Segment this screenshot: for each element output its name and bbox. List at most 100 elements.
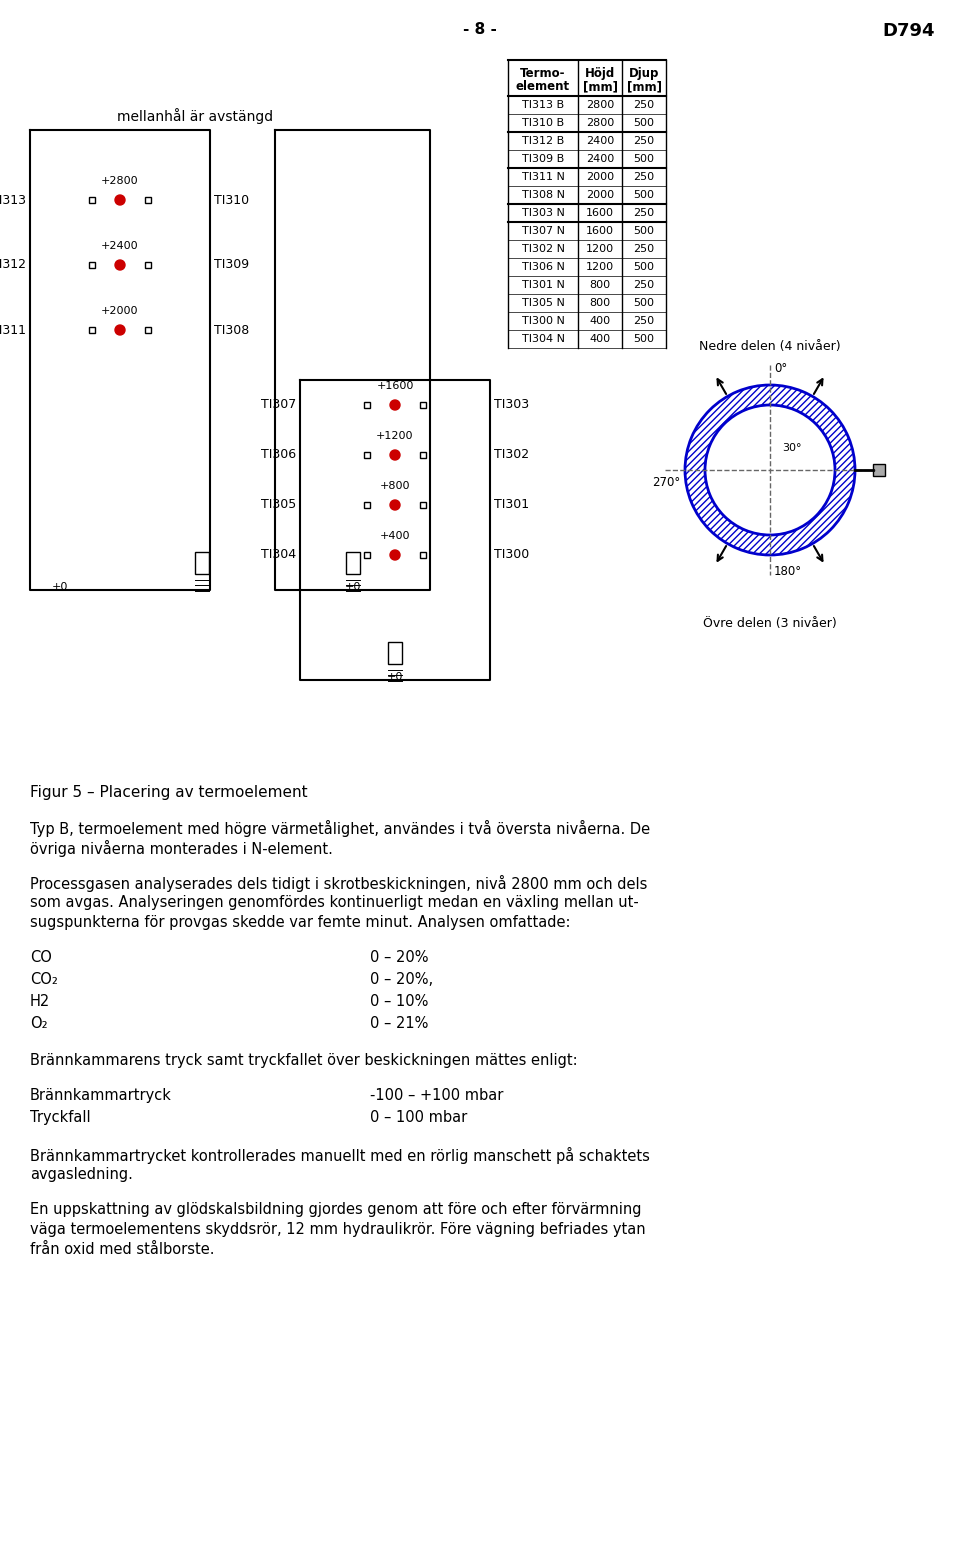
Text: TI301: TI301 (494, 498, 529, 511)
Text: 2800: 2800 (586, 100, 614, 109)
Text: 0°: 0° (774, 362, 787, 375)
Text: 1600: 1600 (586, 226, 614, 236)
Text: TI300 N: TI300 N (521, 316, 564, 326)
Text: TI306 N: TI306 N (521, 262, 564, 272)
Text: 500: 500 (634, 226, 655, 236)
Text: TI303: TI303 (494, 398, 529, 411)
Text: TI301 N: TI301 N (521, 280, 564, 291)
Text: övriga nivåerna monterades i N-element.: övriga nivåerna monterades i N-element. (30, 840, 333, 858)
Circle shape (115, 195, 125, 205)
Text: TI307 N: TI307 N (521, 226, 564, 236)
Text: TI307: TI307 (261, 398, 296, 411)
Text: +1200: +1200 (376, 431, 414, 440)
Text: TI309: TI309 (214, 258, 250, 272)
Text: Brännkammartryck: Brännkammartryck (30, 1089, 172, 1103)
Text: +800: +800 (380, 481, 410, 490)
Text: Djup: Djup (629, 67, 660, 80)
Text: TI306: TI306 (261, 448, 296, 461)
Bar (420, 401, 426, 408)
Text: 0 – 100 mbar: 0 – 100 mbar (370, 1111, 468, 1125)
Text: +0: +0 (52, 583, 68, 592)
Text: som avgas. Analyseringen genomfördes kontinuerligt medan en växling mellan ut-: som avgas. Analyseringen genomfördes kon… (30, 895, 638, 911)
Text: element: element (516, 80, 570, 94)
Text: TI310: TI310 (214, 194, 250, 206)
Circle shape (390, 450, 400, 459)
Text: Processgasen analyserades dels tidigt i skrotbeskickningen, nivå 2800 mm och del: Processgasen analyserades dels tidigt i … (30, 875, 647, 892)
Text: TI310 B: TI310 B (522, 119, 564, 128)
Bar (89, 326, 95, 333)
Text: [mm]: [mm] (583, 80, 617, 94)
Text: TI313 B: TI313 B (522, 100, 564, 109)
Bar (364, 401, 370, 408)
Text: TI300: TI300 (494, 548, 529, 561)
Text: +2400: +2400 (101, 241, 139, 251)
Text: TI311 N: TI311 N (521, 172, 564, 183)
Bar (364, 501, 370, 508)
Text: 0 – 20%,: 0 – 20%, (370, 972, 433, 987)
Text: 250: 250 (634, 316, 655, 326)
Text: 500: 500 (634, 119, 655, 128)
Text: - 8 -: - 8 - (463, 22, 497, 37)
Text: D794: D794 (882, 22, 935, 41)
Text: 800: 800 (589, 298, 611, 308)
Text: TI305: TI305 (261, 498, 296, 511)
Text: Övre delen (3 nivåer): Övre delen (3 nivåer) (703, 617, 837, 629)
Text: TI311: TI311 (0, 323, 26, 336)
Text: Tryckfall: Tryckfall (30, 1111, 90, 1125)
Text: 500: 500 (634, 262, 655, 272)
Text: 2400: 2400 (586, 136, 614, 145)
Text: TI309 B: TI309 B (522, 155, 564, 164)
Circle shape (390, 400, 400, 409)
Text: från oxid med stålborste.: från oxid med stålborste. (30, 1242, 214, 1257)
Circle shape (390, 500, 400, 511)
Text: 250: 250 (634, 172, 655, 183)
Text: mellanhål är avstängd: mellanhål är avstängd (117, 108, 273, 123)
Bar (364, 451, 370, 458)
Text: TI305 N: TI305 N (521, 298, 564, 308)
Bar (195, 551, 209, 573)
Bar (364, 551, 370, 558)
Text: 30°: 30° (782, 444, 802, 453)
Text: +1600: +1600 (376, 381, 414, 390)
Text: TI304 N: TI304 N (521, 334, 564, 344)
Text: 0 – 10%: 0 – 10% (370, 993, 428, 1009)
Text: [mm]: [mm] (627, 80, 661, 94)
Text: 1200: 1200 (586, 262, 614, 272)
Text: Termo-: Termo- (520, 67, 565, 80)
Text: 250: 250 (634, 100, 655, 109)
Text: +400: +400 (380, 531, 410, 540)
Text: CO₂: CO₂ (30, 972, 58, 987)
Text: 500: 500 (634, 298, 655, 308)
Text: TI303 N: TI303 N (521, 208, 564, 219)
Text: 2000: 2000 (586, 191, 614, 200)
Text: 2400: 2400 (586, 155, 614, 164)
Text: H2: H2 (30, 993, 50, 1009)
Text: Nedre delen (4 nivåer): Nedre delen (4 nivåer) (699, 341, 841, 353)
Text: 1600: 1600 (586, 208, 614, 219)
Text: TI302 N: TI302 N (521, 244, 564, 255)
Circle shape (115, 259, 125, 270)
Text: O₂: O₂ (30, 1015, 48, 1031)
Text: 2000: 2000 (586, 172, 614, 183)
Text: Typ B, termoelement med högre värmetålighet, användes i två översta nivåerna. De: Typ B, termoelement med högre värmetålig… (30, 820, 650, 837)
Text: 400: 400 (589, 316, 611, 326)
Text: Brännkammarens tryck samt tryckfallet över beskickningen mättes enligt:: Brännkammarens tryck samt tryckfallet öv… (30, 1053, 578, 1068)
Text: avgasledning.: avgasledning. (30, 1167, 132, 1182)
Text: +2800: +2800 (101, 177, 139, 186)
Text: +2000: +2000 (101, 306, 139, 316)
Text: 1200: 1200 (586, 244, 614, 255)
Text: Figur 5 – Placering av termoelement: Figur 5 – Placering av termoelement (30, 786, 307, 800)
Bar (145, 262, 151, 269)
Text: 250: 250 (634, 136, 655, 145)
Text: 800: 800 (589, 280, 611, 291)
Bar (388, 642, 402, 664)
Bar (873, 464, 885, 476)
Text: +0: +0 (387, 672, 403, 683)
Text: TI312: TI312 (0, 258, 26, 272)
Text: 270°: 270° (652, 476, 680, 489)
Bar (145, 197, 151, 203)
Circle shape (115, 325, 125, 334)
Text: TI312 B: TI312 B (522, 136, 564, 145)
Bar (420, 501, 426, 508)
Text: TI308 N: TI308 N (521, 191, 564, 200)
